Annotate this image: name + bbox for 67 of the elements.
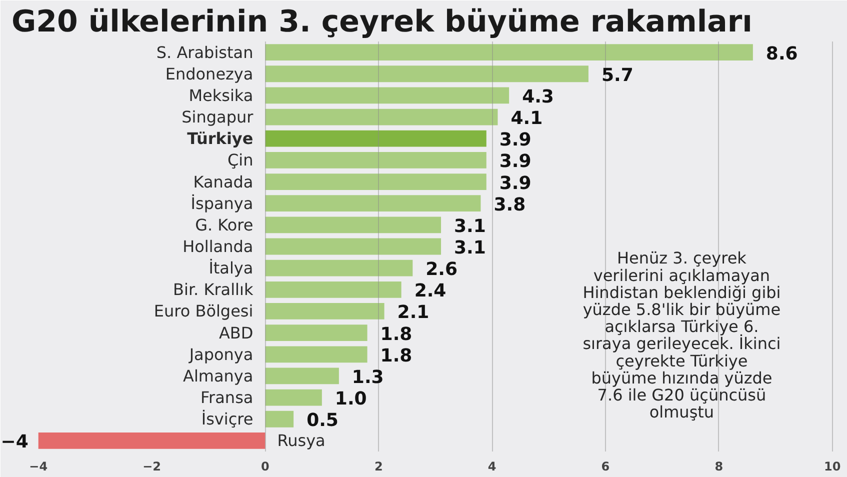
bar [265,281,402,298]
bar [265,130,486,147]
y-tick-label: İspanya [190,194,254,213]
data-label: 0.5 [306,410,338,432]
y-tick-label: İsviçre [201,410,254,429]
x-tick-label: −2 [142,460,161,474]
data-label: 1.8 [380,324,412,345]
bar [265,216,442,234]
bar [265,195,481,212]
data-label: 5.7 [601,64,634,86]
data-label: −4 [0,432,28,453]
bar [265,238,442,255]
y-tick-label: S. Arabistan [156,42,254,62]
bar [265,410,294,428]
bar [265,260,413,276]
bar [265,346,368,363]
bar [265,303,384,320]
data-label: 2.4 [414,280,446,302]
data-label: 4.3 [522,86,554,108]
bar [265,324,368,342]
data-label: 2.1 [397,302,430,324]
y-tick-label: G. Kore [195,215,254,234]
y-tick-label: İtalya [208,258,254,278]
y-tick-label: Singapur [182,108,254,127]
y-tick-label: Euro Bölgesi [154,302,254,321]
bar [38,432,266,449]
y-tick-label: Japonya [188,344,254,364]
data-label: 3.1 [454,216,486,237]
data-label: 3.1 [454,238,486,258]
data-label: 3.9 [499,130,532,151]
x-tick-label: 2 [374,460,383,474]
data-label: 4.1 [510,108,543,130]
data-label: 3.9 [499,172,532,194]
bar [265,44,753,60]
data-label: 8.6 [766,43,798,64]
y-tick-label: Kanada [193,172,254,192]
x-tick-label: −4 [29,460,48,474]
x-tick-label: 10 [824,460,841,474]
data-label: 1.3 [352,366,384,388]
y-tick-label: Endonezya [165,64,254,84]
data-label: 1.8 [380,345,412,366]
x-tick-label: 0 [261,460,270,474]
bar [265,368,339,384]
data-label: 2.6 [426,259,458,280]
bar [265,174,486,190]
y-tick-label: Türkiye [187,129,254,148]
y-tick-label: Hollanda [182,237,254,256]
bar [265,66,588,82]
y-tick-label: Rusya [277,431,326,450]
bar [265,389,322,406]
y-tick-label: Almanya [183,366,254,386]
data-label: 1.0 [334,388,367,410]
y-tick-label: ABD [218,323,254,342]
y-tick-label: Fransa [200,388,254,408]
x-tick-label: 6 [601,460,610,474]
data-label: 3.9 [499,151,532,172]
bar [265,108,498,126]
y-tick-label: Çin [227,150,254,170]
y-tick-label: Bir. Krallık [173,280,254,300]
x-tick-label: 4 [488,460,496,474]
bar [265,87,510,104]
y-tick-label: Meksika [188,86,254,105]
bar [265,152,486,168]
x-tick-label: 8 [714,460,724,474]
chart-title: G20 ülkelerinin 3. çeyrek büyüme rakamları [12,4,752,40]
text: Henüz 3. çeyrek verilerini açıklamayan Hindistan beklendiği gibi yüzde 5.8'lik bir büyüme açıklarsa Türkiye 6. sıraya gerileyecek. İkinci çeyrekte Türkiye büyüme hızında yüzde 7.6 ile G20 üçüncüsü olmuştu [582,248,781,422]
data-label: 3.8 [494,194,526,216]
